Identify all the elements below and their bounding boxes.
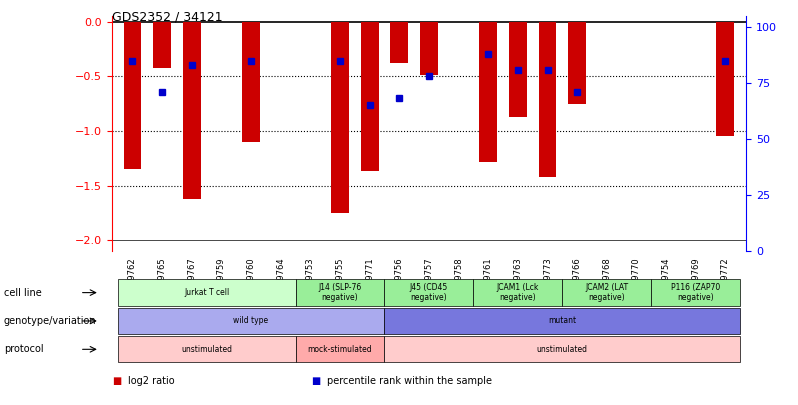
Text: J14 (SLP-76
negative): J14 (SLP-76 negative) (318, 283, 361, 302)
Text: protocol: protocol (4, 344, 44, 354)
Text: JCAM2 (LAT
negative): JCAM2 (LAT negative) (585, 283, 628, 302)
Text: Jurkat T cell: Jurkat T cell (184, 288, 229, 297)
Text: mutant: mutant (548, 316, 576, 326)
Bar (153, 21, 171, 68)
Text: GDS2352 / 34121: GDS2352 / 34121 (112, 10, 223, 23)
Bar (539, 21, 556, 177)
Text: unstimulated: unstimulated (181, 345, 232, 354)
Bar (717, 21, 734, 136)
Text: genotype/variation: genotype/variation (4, 316, 97, 326)
Bar (242, 21, 260, 142)
Bar (361, 21, 378, 171)
Text: JCAM1 (Lck
negative): JCAM1 (Lck negative) (496, 283, 539, 302)
Text: J45 (CD45
negative): J45 (CD45 negative) (410, 283, 448, 302)
Text: log2 ratio: log2 ratio (128, 376, 174, 386)
Text: P116 (ZAP70
negative): P116 (ZAP70 negative) (671, 283, 721, 302)
Text: ■: ■ (311, 376, 321, 386)
Text: cell line: cell line (4, 288, 41, 298)
Bar (509, 21, 527, 117)
Text: mock-stimulated: mock-stimulated (308, 345, 373, 354)
Text: ■: ■ (112, 376, 121, 386)
Bar (390, 21, 408, 63)
Text: percentile rank within the sample: percentile rank within the sample (327, 376, 492, 386)
Text: unstimulated: unstimulated (537, 345, 588, 354)
Bar (568, 21, 586, 104)
Bar (331, 21, 349, 213)
Text: wild type: wild type (234, 316, 269, 326)
Bar (183, 21, 200, 199)
Bar (420, 21, 438, 75)
Bar (124, 21, 141, 169)
Bar (480, 21, 497, 162)
